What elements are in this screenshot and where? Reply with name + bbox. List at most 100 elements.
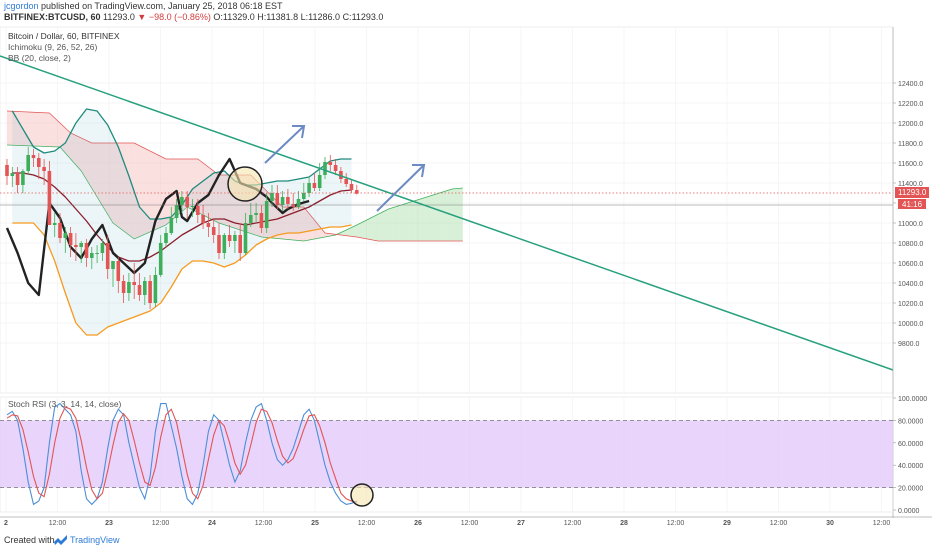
candle-body [84,243,89,258]
price-grid [0,26,894,512]
kumo-segment [102,143,108,215]
time-tick-label: 12:00 [152,520,170,527]
highlight-circle-price [227,166,263,202]
kumo-segment [44,112,50,147]
candle-body [264,201,269,228]
kumo-segment [160,156,166,228]
ohlc-open: O:11329.0 [213,12,255,22]
price-tick-label: 9800.0 [898,341,920,348]
candle-body [137,285,142,295]
candle-body [74,245,78,247]
kumo-segment [28,112,34,146]
created-with: Created with [4,535,55,545]
annotations [0,55,894,371]
candle-body [148,281,152,303]
time-tick-label: 2 [4,520,8,527]
kumo-segment [166,159,172,225]
price-tick-label: 11400.0 [898,181,923,188]
bb-legend[interactable]: BB (20, close, 2) [8,53,71,63]
last-price: 11293.0 [103,12,135,22]
price-tick-label: 12000.0 [898,121,923,128]
kumo-segment [378,211,384,241]
candle-body [79,243,83,247]
candle-body [68,233,73,245]
kumo-segment [70,133,76,165]
candle-body [259,213,264,228]
stoch-tick-label: 40.0000 [898,463,923,470]
price-tick-label: 10400.0 [898,281,923,288]
kumo-segment [17,111,23,146]
kumo-segment [420,197,426,241]
price-tick-label: 11000.0 [898,221,923,228]
stoch-legend[interactable]: Stoch RSI (3, 3, 14, 14, close) [8,399,122,409]
kumo-segment [75,135,82,171]
trendline [0,55,894,371]
candle-body [158,243,163,275]
price-tag-text: 11293.0 [898,188,927,197]
stoch-d-line [6,406,357,503]
time-tick-label: 12:00 [770,520,788,527]
kumo-segment [7,111,13,146]
candle-body [291,204,295,207]
time-tick-label: 23 [105,520,113,527]
candle-body [286,197,290,204]
bb-band-fill [12,109,352,335]
time-tick-label: 12:00 [255,520,273,527]
price-tick-label: 11600.0 [898,161,923,168]
candle-body [180,197,184,205]
kumo-segment [150,151,156,232]
kumo-segment [340,230,347,236]
chart-title: Bitcoin / Dollar, 60, BITFINEX [8,31,120,41]
symbol-line: BITFINEX:BTCUSD, 60 11293.0 ▼ −98.0 (−0.… [4,12,383,23]
kumo-segment [356,222,363,238]
candle-body [169,218,174,233]
candle-body [5,165,9,176]
stoch-tick-label: 100.0000 [898,396,927,403]
price-change: ▼ −98.0 (−0.86%) [137,12,211,22]
publish-info: published on TradingView.com, January 25… [41,1,283,11]
candle-body [153,275,158,303]
candle-body [185,197,189,207]
candle-body [31,155,36,158]
candle-body [275,193,280,205]
candle-body [238,235,242,253]
candle-body [270,193,274,201]
kumo-segment [97,143,103,206]
kumo-segment [81,138,87,180]
stoch-tick-label: 0.0000 [898,508,920,515]
kumo-segment [208,167,214,221]
time-tick-label: 25 [311,520,319,527]
candle-body [95,253,99,254]
kumo-segment [383,209,389,241]
time-tick-label: 28 [620,520,628,527]
stoch-tick-label: 80.0000 [898,418,923,425]
candle-body [201,215,205,223]
candle-body [211,227,216,235]
time-tick-label: 12:00 [49,520,67,527]
candle-body [196,206,200,215]
price-chart[interactable]: 12400.0 12200.0 12000.0 11800.0 11600.0 11400… [0,24,932,532]
kumo-segment [86,140,92,189]
timer-tag [898,199,926,209]
kumo-segment [303,207,310,241]
candle-body [164,233,168,243]
candle-body [10,173,15,176]
candle-body [37,158,41,167]
kumo-segment [436,192,442,241]
author-link[interactable]: jcgordon [4,1,39,11]
candle-body [116,261,121,281]
time-tick-label: 27 [517,520,525,527]
candle-body [222,235,227,253]
kumo-segment [441,190,447,241]
kumo-segment [113,143,119,227]
ichimoku-lagging-line [5,157,310,297]
tradingview-brand[interactable]: TradingView [70,535,120,545]
ichimoku-legend[interactable]: Ichimoku (9, 26, 52, 26) [8,42,97,52]
candle-body [243,223,248,253]
kumo-segment [139,145,145,237]
candle-body [52,223,57,225]
candle-body [344,179,348,184]
kumo-segment [192,159,198,213]
candle-body [280,197,285,205]
kumo-segment [219,175,225,225]
